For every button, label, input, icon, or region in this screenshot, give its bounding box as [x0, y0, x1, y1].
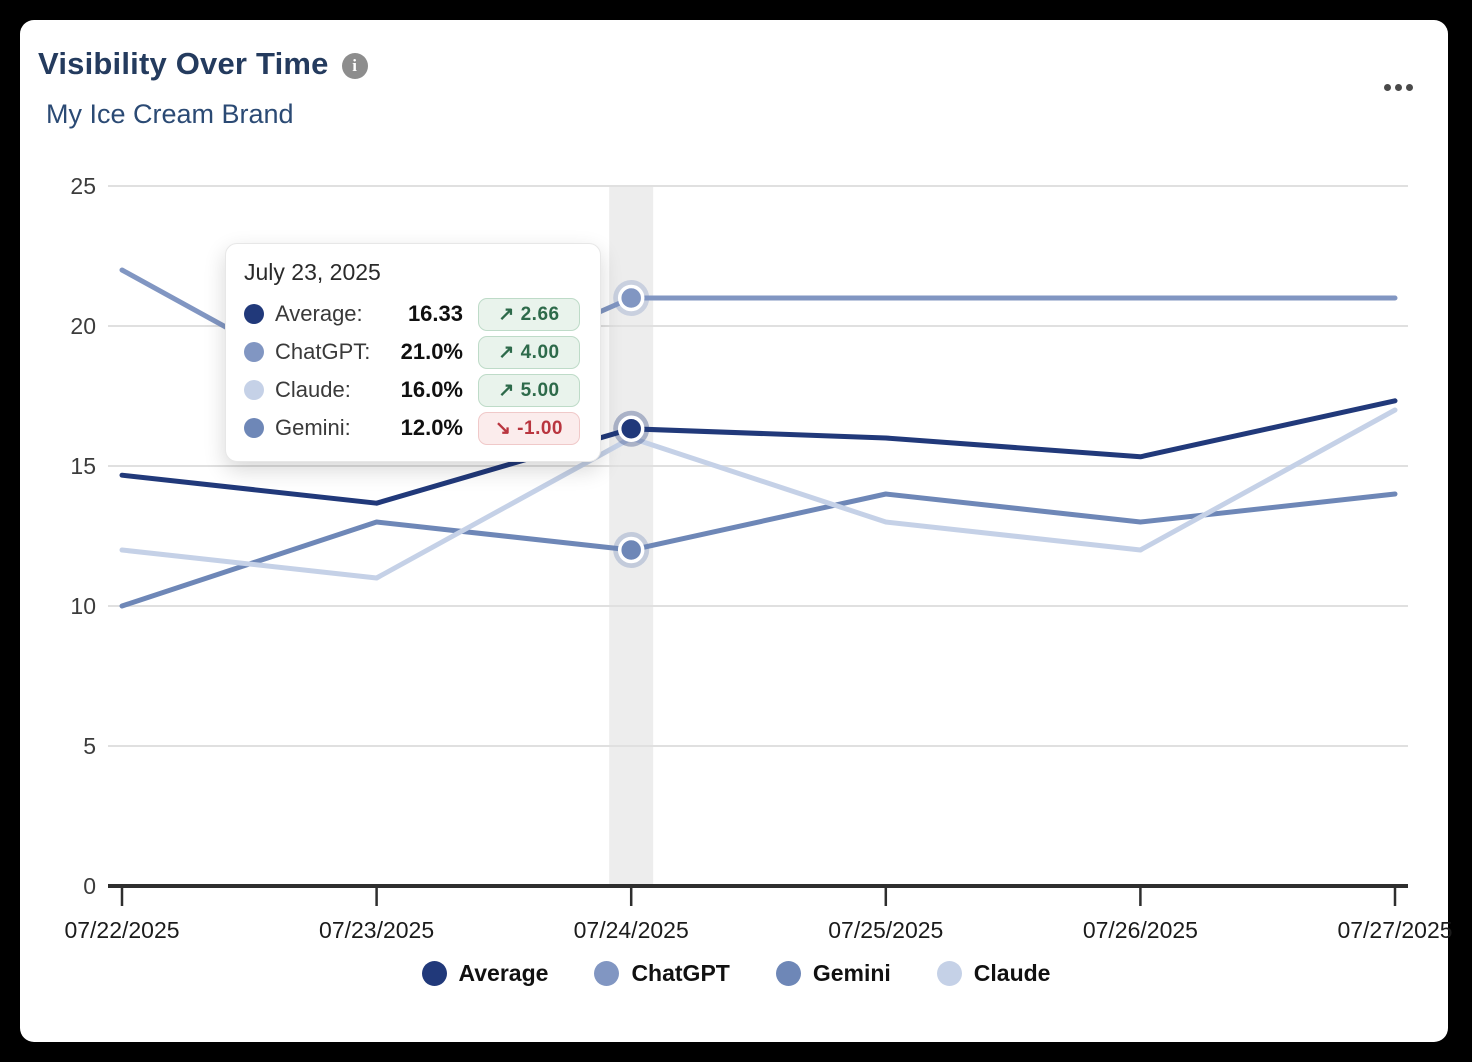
x-tick-label: 07/26/2025 [1083, 917, 1198, 943]
tooltip-date: July 23, 2025 [244, 259, 381, 285]
y-tick-label: 20 [70, 313, 96, 339]
y-tick-label: 25 [70, 173, 96, 199]
chart-tooltip: July 23, 2025 Average: 16.33 ↗ 2.66 ChatGPT… [225, 243, 601, 462]
legend-label: Gemini [812, 960, 891, 986]
tooltip-series-dot [244, 380, 264, 400]
page-title: Visibility Over Time [38, 46, 329, 81]
tooltip-series-dot [244, 342, 264, 362]
legend-item-chatgpt[interactable]: ChatGPT [594, 960, 730, 987]
marker-dot-average [617, 415, 645, 443]
y-tick-label: 5 [83, 733, 96, 759]
info-icon[interactable]: i [341, 52, 368, 79]
tooltip-series-dot [244, 418, 264, 438]
tooltip-series-value: 21.0% [400, 339, 463, 364]
chart-legend: Average ChatGPT Gemini Claude [0, 960, 1472, 987]
legend-item-gemini[interactable]: Gemini [775, 960, 891, 987]
visibility-card [20, 20, 1448, 1042]
tooltip-series-label: ChatGPT: [275, 339, 371, 364]
y-tick-label: 15 [70, 453, 96, 479]
tooltip-change-badge: ↗ 5.00 [478, 373, 580, 407]
highlight-markers [613, 280, 650, 568]
legend-label: Claude [973, 960, 1051, 986]
legend-dot [775, 961, 801, 986]
tooltip-row: ChatGPT: 21.0% ↗ 4.00 [244, 333, 580, 371]
legend-label: Average [458, 960, 549, 986]
series-line-claude [119, 407, 1398, 581]
tooltip-series-label: Claude: [275, 377, 351, 402]
more-menu-icon[interactable] [1384, 84, 1413, 91]
x-axis-labels: 07/22/2025 07/23/2025 07/24/2025 07/25/2025… [64, 917, 1452, 943]
legend-dot [421, 961, 447, 986]
x-tick-label: 07/22/2025 [64, 917, 179, 943]
legend-item-claude[interactable]: Claude [936, 960, 1051, 987]
tooltip-series-value: 12.0% [400, 415, 463, 440]
legend-item-average[interactable]: Average [421, 960, 549, 987]
tooltip-change-badge: ↗ 2.66 [478, 297, 580, 331]
tooltip-change-badge: ↗ 4.00 [478, 335, 580, 369]
tooltip-rows: Average: 16.33 ↗ 2.66 ChatGPT: 21.0% ↗ 4.00 Cl… [244, 295, 580, 447]
y-tick-label: 0 [83, 873, 96, 899]
tooltip-series-label: Average: [275, 301, 363, 326]
x-axis-ticks [120, 888, 1397, 906]
legend-dot [936, 961, 962, 986]
tooltip-series-label: Gemini: [275, 415, 351, 440]
series-line-average [119, 398, 1398, 506]
marker-dot-gemini [617, 536, 645, 564]
brand-subtitle: My Ice Cream Brand [46, 99, 294, 129]
tooltip-row: Claude: 16.0% ↗ 5.00 [244, 371, 580, 409]
tooltip-row: Average: 16.33 ↗ 2.66 [244, 295, 580, 333]
x-tick-label: 07/23/2025 [319, 917, 434, 943]
tooltip-series-value: 16.33 [407, 301, 463, 326]
tooltip-series-dot [244, 304, 264, 324]
y-tick-label: 10 [70, 593, 96, 619]
y-axis-labels: 0 5 10 15 20 25 [70, 173, 96, 899]
x-tick-label: 07/24/2025 [574, 917, 689, 943]
marker-dot-chatgpt [617, 284, 645, 312]
series-line-gemini [119, 491, 1398, 609]
tooltip-change-badge: ↘ -1.00 [478, 411, 580, 445]
legend-dot [594, 961, 620, 986]
legend-label: ChatGPT [631, 960, 730, 986]
x-tick-label: 07/27/2025 [1337, 917, 1452, 943]
tooltip-row: Gemini: 12.0% ↘ -1.00 [244, 409, 580, 447]
x-tick-label: 07/25/2025 [828, 917, 943, 943]
card-header: Visibility Over Time i [38, 46, 368, 82]
tooltip-series-value: 16.0% [400, 377, 463, 402]
